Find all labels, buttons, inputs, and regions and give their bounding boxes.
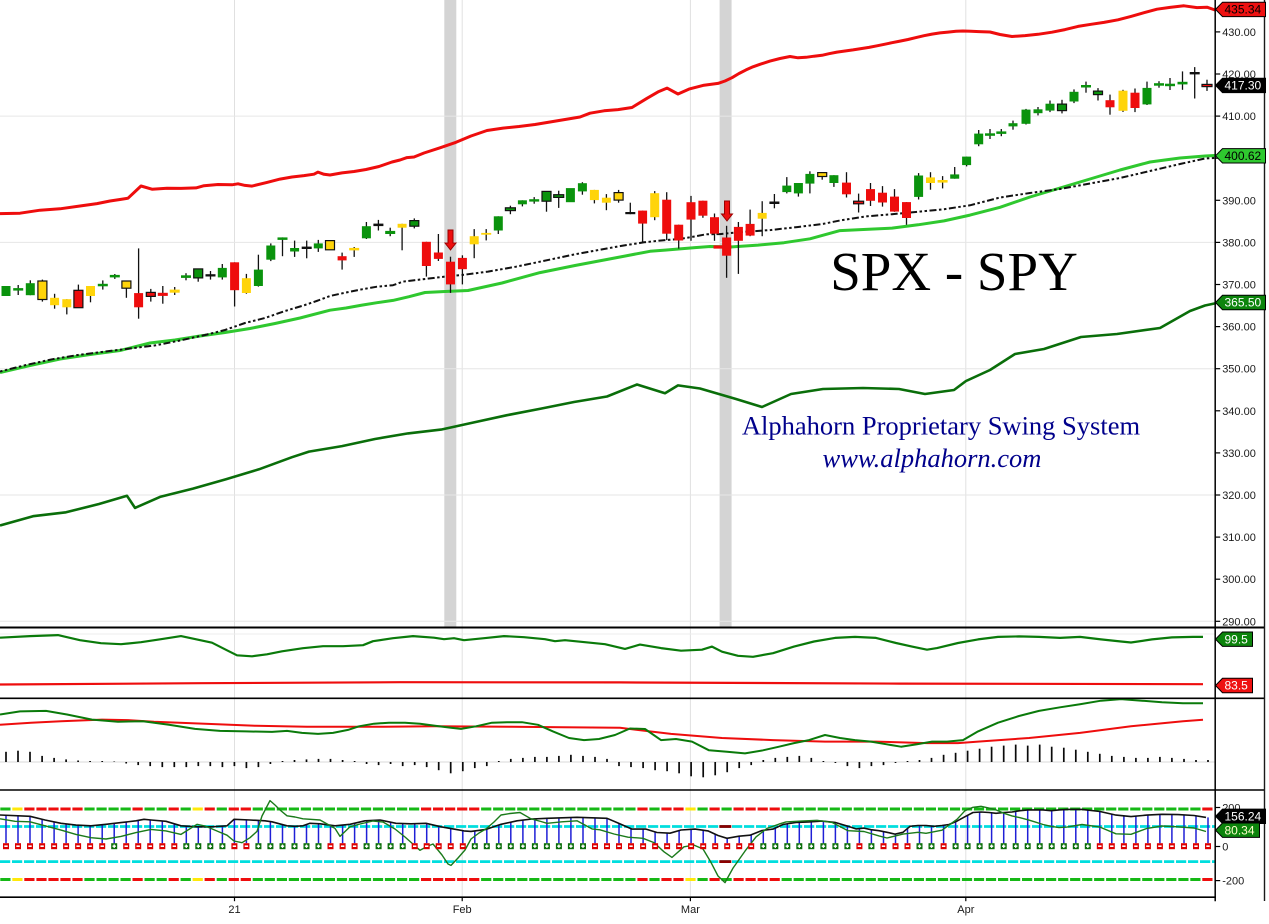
svg-text:www.alphahorn.com: www.alphahorn.com xyxy=(823,443,1042,473)
svg-text:340.00: 340.00 xyxy=(1222,406,1256,418)
svg-text:-200: -200 xyxy=(1222,876,1244,888)
svg-text:80.34: 80.34 xyxy=(1225,823,1255,837)
svg-text:390.00: 390.00 xyxy=(1222,195,1256,207)
svg-text:430.00: 430.00 xyxy=(1222,27,1256,39)
svg-text:435.34: 435.34 xyxy=(1225,3,1262,17)
svg-text:290.00: 290.00 xyxy=(1222,616,1256,628)
svg-text:83.5: 83.5 xyxy=(1225,679,1249,693)
svg-text:310.00: 310.00 xyxy=(1222,532,1256,544)
svg-text:410.00: 410.00 xyxy=(1222,111,1256,123)
svg-text:370.00: 370.00 xyxy=(1222,280,1256,292)
svg-text:417.30: 417.30 xyxy=(1225,79,1262,93)
svg-text:99.5: 99.5 xyxy=(1225,632,1249,646)
svg-text:365.50: 365.50 xyxy=(1225,296,1262,310)
svg-text:Alphahorn Proprietary Swing Sy: Alphahorn Proprietary Swing System xyxy=(742,411,1141,441)
svg-text:SPX - SPY: SPX - SPY xyxy=(830,241,1078,302)
svg-text:380.00: 380.00 xyxy=(1222,237,1256,249)
svg-text:0: 0 xyxy=(1222,842,1228,854)
svg-text:400.62: 400.62 xyxy=(1225,149,1262,163)
svg-text:Feb: Feb xyxy=(453,904,472,916)
svg-text:21: 21 xyxy=(228,904,240,916)
svg-text:Apr: Apr xyxy=(957,904,974,916)
svg-text:350.00: 350.00 xyxy=(1222,364,1256,376)
svg-text:360.00: 360.00 xyxy=(1222,322,1256,334)
svg-text:330.00: 330.00 xyxy=(1222,448,1256,460)
svg-text:Mar: Mar xyxy=(681,904,700,916)
svg-text:320.00: 320.00 xyxy=(1222,490,1256,502)
svg-text:300.00: 300.00 xyxy=(1222,574,1256,586)
svg-text:156.24: 156.24 xyxy=(1225,810,1262,824)
